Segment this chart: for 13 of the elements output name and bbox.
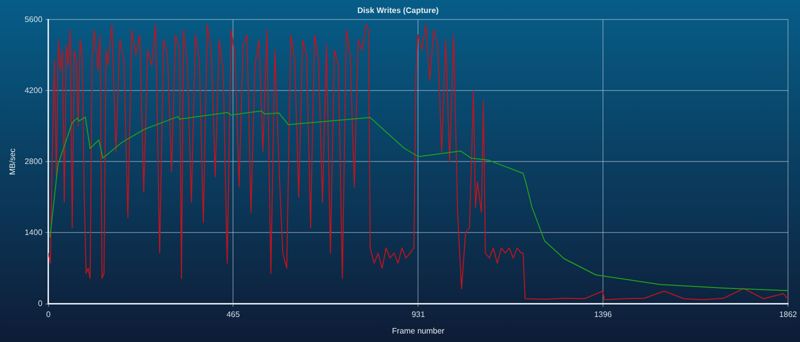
y-tick-label: 4200 xyxy=(24,86,43,95)
chart-title: Disk Writes (Capture) xyxy=(357,6,439,16)
x-tick-label: 1396 xyxy=(594,310,612,319)
x-tick-label: 1862 xyxy=(779,310,798,319)
x-tick-label: 465 xyxy=(226,310,240,319)
x-tick-label: 931 xyxy=(412,310,426,319)
y-tick-label: 1400 xyxy=(24,228,43,237)
y-tick-label: 0 xyxy=(38,299,43,308)
y-tick-label: 5600 xyxy=(24,14,43,24)
x-axis-title: Frame number xyxy=(392,326,445,336)
y-tick-label: 2800 xyxy=(24,156,43,166)
y-axis-title: MB/sec xyxy=(8,148,18,176)
x-tick-label: 0 xyxy=(46,310,52,319)
